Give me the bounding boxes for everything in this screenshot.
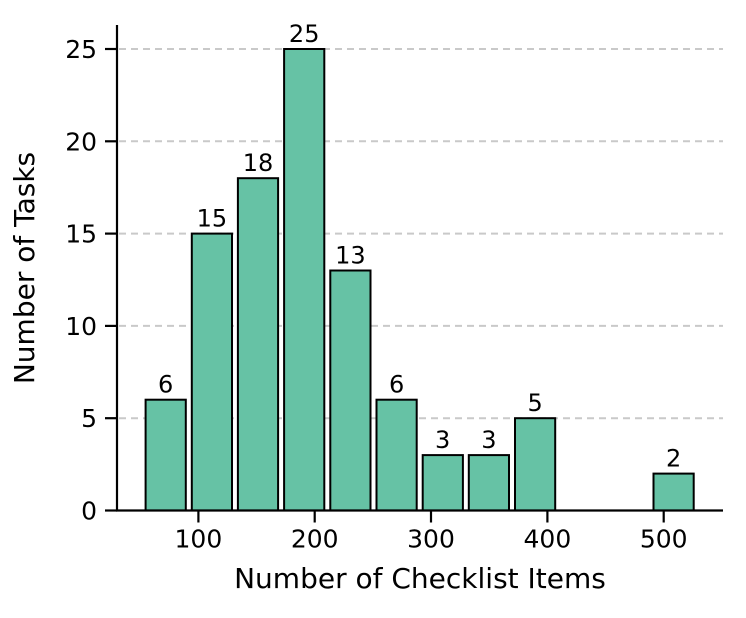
bar-value-label: 2 [666, 445, 681, 473]
bar [467, 454, 510, 512]
bar-value-label: 18 [243, 149, 274, 177]
bar [652, 472, 695, 512]
x-axis-label: Number of Checklist Items [234, 562, 606, 595]
bar-value-label: 5 [527, 389, 542, 417]
bar-value-label: 6 [389, 371, 404, 399]
bar [236, 177, 280, 512]
bar-value-label: 25 [289, 20, 320, 48]
bar [283, 48, 326, 512]
x-tick-label: 400 [524, 525, 572, 554]
x-tick-label: 200 [291, 525, 339, 554]
bar-value-labels: 6 15 18 25 13 6 3 3 5 2 [158, 20, 681, 473]
y-tick-label: 0 [81, 497, 97, 526]
y-tick-label: 10 [65, 312, 97, 341]
x-tick-label: 100 [175, 525, 223, 554]
bar [514, 417, 557, 512]
y-tick-label: 25 [65, 35, 97, 64]
bar [329, 269, 372, 512]
bar-value-label: 15 [197, 205, 228, 233]
y-axis-label: Number of Tasks [8, 152, 41, 384]
axes [105, 25, 723, 523]
bar-value-label: 13 [335, 242, 366, 270]
bar [375, 398, 418, 512]
bar-value-label: 3 [435, 426, 450, 454]
bars [144, 48, 695, 512]
y-tick-label: 20 [65, 127, 97, 156]
bar-value-label: 3 [481, 426, 496, 454]
bar [144, 398, 187, 512]
bar [421, 454, 464, 512]
x-tick-label: 300 [407, 525, 455, 554]
x-tick-label: 500 [640, 525, 688, 554]
y-tick-label: 15 [65, 220, 97, 249]
bar [190, 232, 234, 512]
bar-value-label: 6 [158, 371, 173, 399]
y-tick-label: 5 [81, 404, 97, 433]
